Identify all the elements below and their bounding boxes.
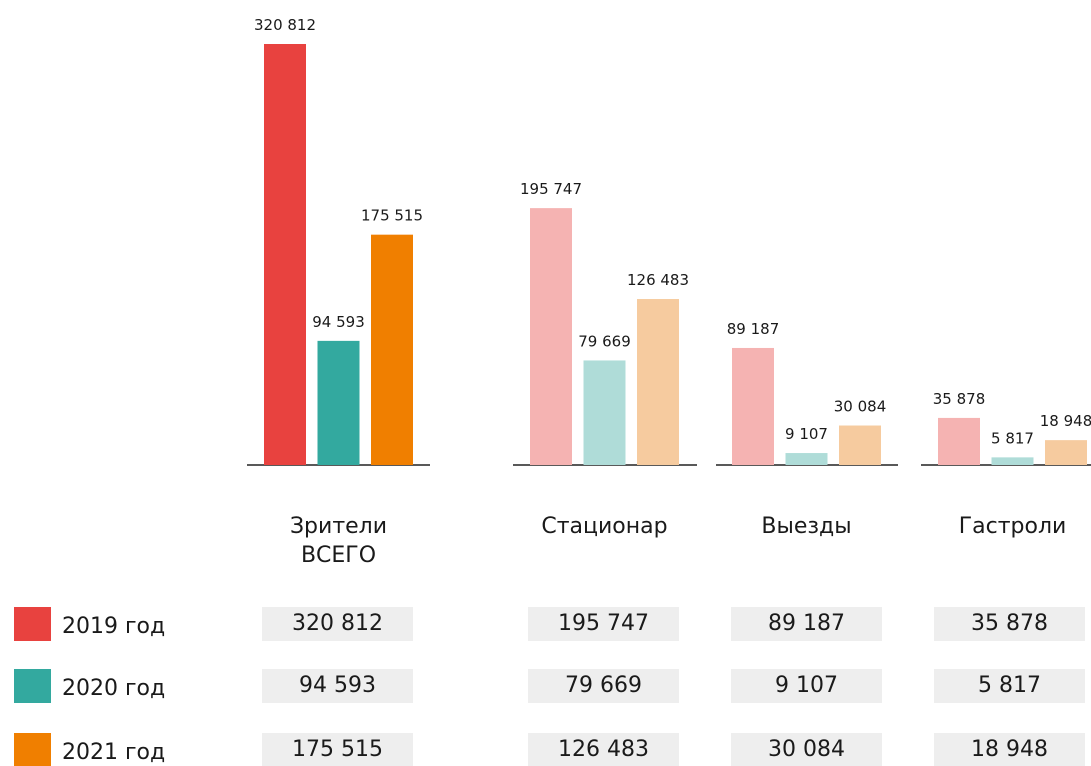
table-cell: 126 483: [528, 733, 679, 766]
bar: [371, 234, 413, 465]
bar: [530, 208, 572, 465]
table-cell: 89 187: [731, 607, 882, 641]
table-cell: 94 593: [262, 669, 413, 703]
value-label: 175 515: [361, 207, 423, 225]
bar: [785, 453, 828, 465]
value-label: 79 669: [578, 332, 631, 350]
legend-label: 2019 год: [62, 614, 166, 639]
table-cell: 9 107: [731, 669, 882, 703]
table-cell: 18 948: [934, 733, 1085, 766]
bar: [1045, 440, 1087, 465]
bar: [938, 417, 980, 465]
bar: [732, 347, 774, 465]
bar: [637, 299, 679, 465]
value-label: 18 948: [1040, 412, 1091, 430]
legend-label: 2020 год: [62, 676, 166, 701]
legend-swatch: [14, 733, 51, 766]
value-label: 30 084: [834, 398, 887, 416]
bar: [317, 340, 360, 465]
value-label: 35 878: [933, 390, 986, 408]
table-cell: 195 747: [528, 607, 679, 641]
bar: [264, 44, 306, 465]
category-label: Гастроли: [958, 514, 1067, 539]
table-cell: 5 817: [934, 669, 1085, 703]
value-label: 5 817: [991, 429, 1034, 447]
value-label: 89 187: [727, 320, 780, 338]
value-label: 126 483: [627, 271, 689, 289]
value-label: 94 593: [312, 313, 365, 331]
category-label: Выезды: [761, 514, 852, 539]
legend-label: 2021 год: [62, 740, 166, 765]
legend-swatch: [14, 669, 51, 703]
table-cell: 175 515: [262, 733, 413, 766]
value-label: 9 107: [785, 425, 828, 443]
bar: [583, 360, 626, 465]
table-cell: 30 084: [731, 733, 882, 766]
value-label: 320 812: [254, 16, 316, 34]
legend-swatch: [14, 607, 51, 641]
bar: [839, 425, 881, 465]
table-cell: 79 669: [528, 669, 679, 703]
table-cell: 35 878: [934, 607, 1085, 641]
bar: [991, 457, 1034, 465]
table-cell: 320 812: [262, 607, 413, 641]
value-label: 195 747: [520, 180, 582, 198]
category-label: Стационар: [541, 514, 668, 539]
category-label: Зрители ВСЕГО: [289, 514, 388, 568]
